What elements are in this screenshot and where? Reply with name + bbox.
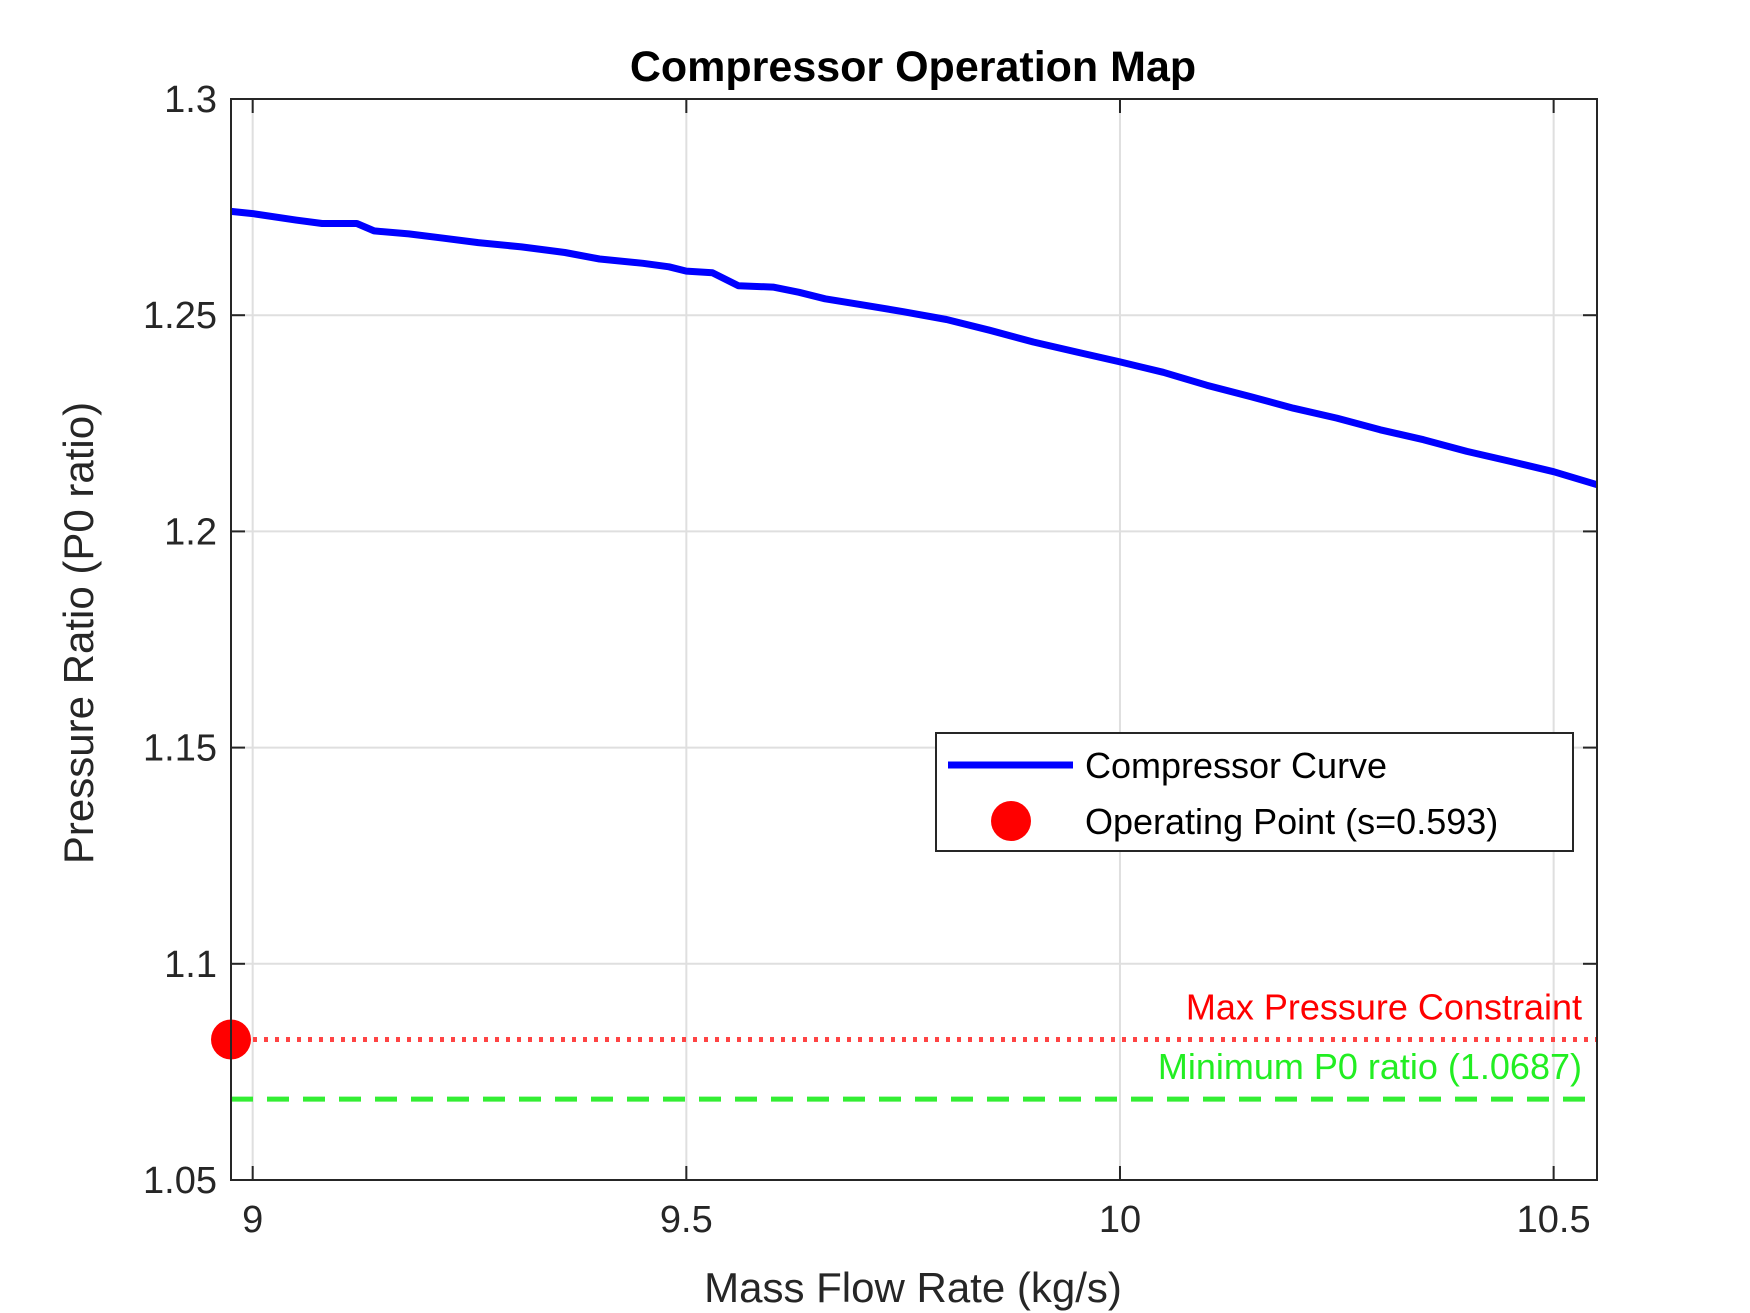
y-tick-label: 1.2 (164, 511, 217, 553)
legend-operating-point-swatch (991, 801, 1031, 841)
axis-ticks: 9 9.5 10 10.5 1.05 1.1 1.15 1.2 1.25 1.3 (143, 79, 1597, 1241)
compressor-curve-line (230, 207, 1599, 489)
y-tick-label: 1.15 (143, 728, 217, 770)
legend-compressor-curve-label: Compressor Curve (1085, 745, 1387, 786)
x-tick-label: 10 (1099, 1199, 1141, 1241)
legend-operating-point-label: Operating Point (s=0.593) (1085, 801, 1498, 842)
x-tick-label: 9 (242, 1199, 263, 1241)
series-layer (211, 207, 1599, 1060)
x-axis-label: Mass Flow Rate (kg/s) (704, 1264, 1122, 1311)
y-axis-label: Pressure Ratio (P0 ratio) (55, 402, 102, 864)
legend-box (935, 732, 1574, 852)
legend: Compressor Curve Operating Point (s=0.59… (935, 732, 1574, 852)
plot-area-frame (230, 98, 1598, 1181)
y-tick-label: 1.3 (164, 79, 217, 121)
y-tick-label: 1.25 (143, 295, 217, 337)
reference-line-label: Max Pressure Constraint (1186, 986, 1582, 1027)
x-tick-label: 9.5 (660, 1199, 713, 1241)
y-tick-label: 1.05 (143, 1160, 217, 1202)
reference-line-label: Minimum P0 ratio (1.0687) (1158, 1046, 1582, 1087)
x-tick-label: 10.5 (1517, 1199, 1591, 1241)
reference-lines: Max Pressure Constraint Minimum P0 ratio … (231, 986, 1597, 1102)
chart-title: Compressor Operation Map (630, 43, 1196, 91)
y-tick-label: 1.1 (164, 944, 217, 986)
